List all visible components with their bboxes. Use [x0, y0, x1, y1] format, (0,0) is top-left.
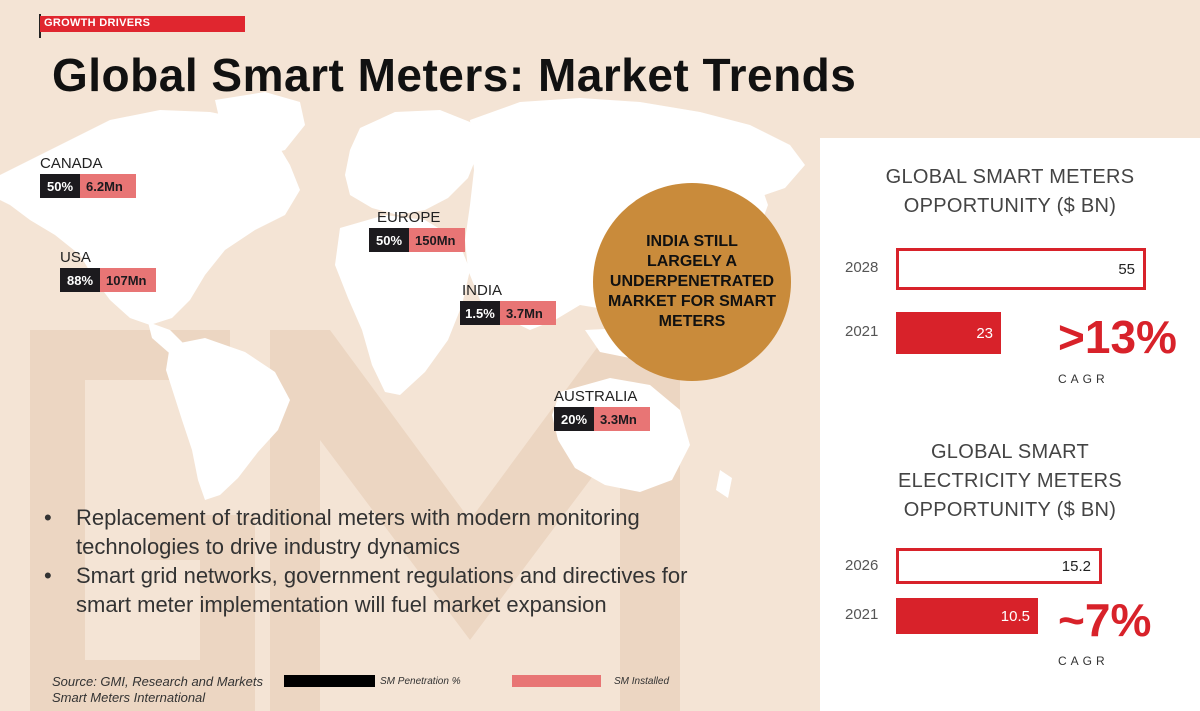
source-line: Smart Meters International — [52, 690, 206, 705]
installed-value: 107Mn — [100, 268, 156, 292]
chart-1-bar-2028: 55 — [896, 248, 1146, 290]
penetration-value: 50% — [369, 228, 409, 252]
penetration-value: 50% — [40, 174, 80, 198]
bullet-item: Replacement of traditional meters with m… — [44, 503, 704, 561]
chart-2-bar-label: 10.5 — [1000, 607, 1030, 625]
chart-2-cagr-value: ~7% — [1058, 594, 1152, 646]
source-line: Source: GMI, Research and Markets — [52, 674, 263, 689]
chart-2-bar-2026: 15.2 — [896, 548, 1102, 584]
region-name: USA — [60, 249, 91, 266]
penetration-value: 88% — [60, 268, 100, 292]
chart-2-category: 2026 — [845, 557, 879, 574]
chart-2-cagr-label: CAGR — [1058, 654, 1109, 668]
chart-1-cagr-label: CAGR — [1058, 372, 1109, 386]
region-usa: USA 88% 107Mn — [60, 249, 156, 292]
region-name: EUROPE — [377, 209, 441, 226]
region-name: AUSTRALIA — [554, 388, 638, 405]
region-name: INDIA — [462, 282, 503, 299]
legend-installed-label: SM Installed — [614, 676, 670, 687]
installed-value: 150Mn — [409, 228, 465, 252]
opportunity-panel: GLOBAL SMART METERS OPPORTUNITY ($ BN) 2… — [820, 138, 1200, 711]
chart-1-bar-label: 23 — [976, 324, 993, 342]
chart-1-category: 2021 — [845, 323, 879, 340]
installed-value: 3.3Mn — [594, 407, 650, 431]
bullet-item: Smart grid networks, government regulati… — [44, 561, 704, 619]
chart-2-title: GLOBAL SMART ELECTRICITY METERS OPPORTUN… — [898, 441, 1122, 521]
chart-1-cagr-value: >13% — [1058, 311, 1177, 363]
region-canada: CANADA 50% 6.2Mn — [40, 155, 136, 198]
legend-installed-swatch — [512, 675, 601, 687]
bullet-list: Replacement of traditional meters with m… — [44, 503, 704, 619]
legend-penetration-label: SM Penetration % — [380, 676, 461, 687]
source-note: Source: GMI, Research and Markets Smart … — [52, 674, 263, 706]
region-australia: AUSTRALIA 20% 3.3Mn — [554, 388, 650, 431]
section-tag: GROWTH DRIVERS — [44, 17, 151, 29]
installed-value: 6.2Mn — [80, 174, 136, 198]
chart-1-title: GLOBAL SMART METERS OPPORTUNITY ($ BN) — [885, 166, 1135, 217]
chart-2-category: 2021 — [845, 606, 879, 623]
installed-value: 3.7Mn — [500, 301, 556, 325]
penetration-value: 20% — [554, 407, 594, 431]
chart-2-bar-2021: 10.5 — [896, 598, 1038, 634]
legend-penetration-swatch — [284, 675, 375, 687]
penetration-value: 1.5% — [460, 301, 500, 325]
india-callout-circle: INDIA STILL LARGELY A UNDERPENETRATED MA… — [593, 183, 791, 381]
tag-bar — [40, 16, 245, 32]
region-europe: EUROPE 50% 150Mn — [369, 209, 465, 252]
india-callout-text: INDIA STILL LARGELY A UNDERPENETRATED MA… — [608, 233, 776, 330]
chart-1-bar-2021: 23 — [896, 312, 1001, 354]
chart-1-bar-label: 55 — [1118, 260, 1135, 278]
region-india: INDIA 1.5% 3.7Mn — [460, 282, 556, 325]
chart-1-category: 2028 — [845, 259, 879, 276]
region-name: CANADA — [40, 155, 103, 172]
page-title: Global Smart Meters: Market Trends — [52, 49, 857, 101]
chart-2-bar-label: 15.2 — [1061, 557, 1091, 575]
